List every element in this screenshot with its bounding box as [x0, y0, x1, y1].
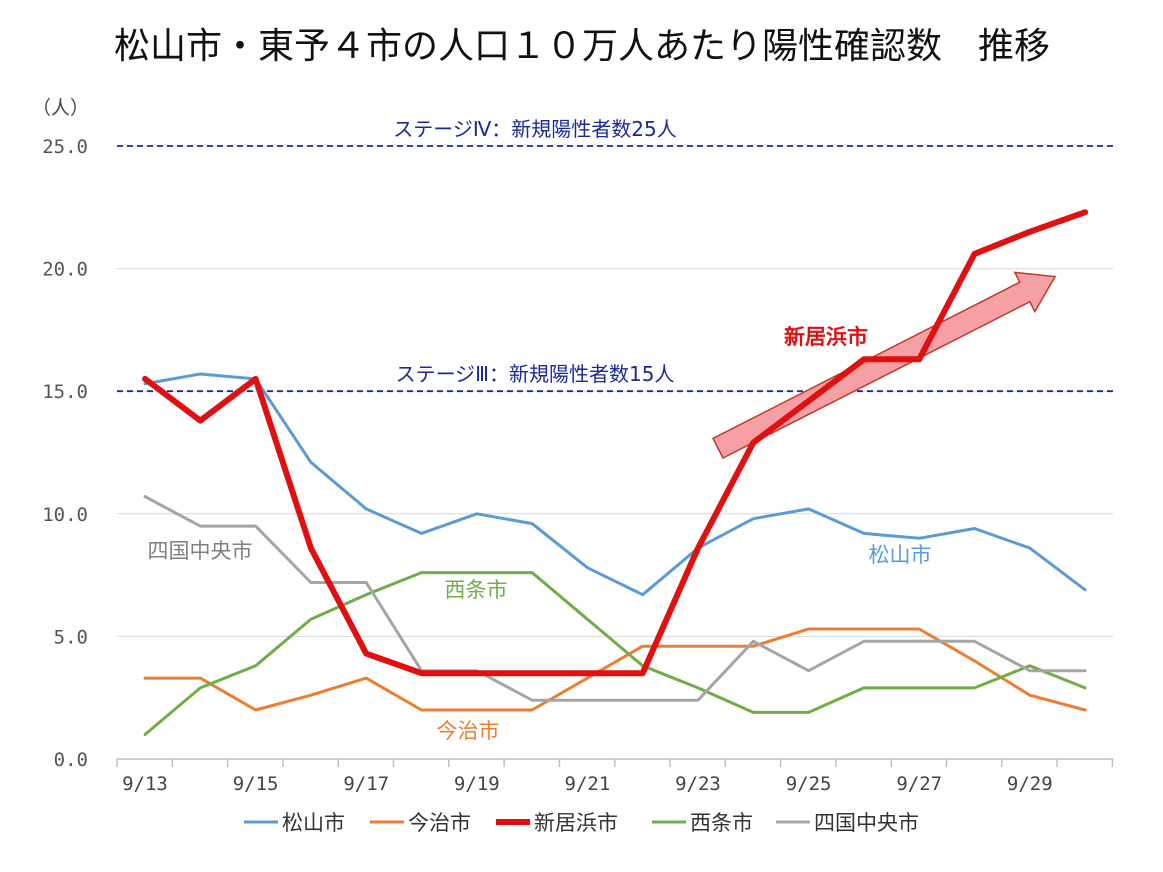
legend-label-4: 四国中央市 [814, 811, 919, 835]
series-line-3 [143, 571, 1087, 736]
legend: 松山市 今治市 新居浜市 西条市 四国中央市 [244, 811, 919, 835]
grid-layer [117, 145, 1113, 637]
series-label-4: 四国中央市 [148, 539, 253, 563]
x-tick-label: 9/19 [454, 773, 500, 795]
y-tick-label: 25.0 [42, 136, 88, 158]
x-tick-label: 9/13 [122, 773, 168, 795]
legend-label-1: 今治市 [408, 811, 471, 835]
reference-line-label: ステージⅣ：新規陽性者数25人 [393, 117, 677, 141]
x-tick-label: 9/15 [233, 773, 279, 795]
series-line-0 [143, 372, 1087, 597]
trend-arrow [711, 271, 1057, 460]
series-line-2 [142, 209, 1089, 677]
series-line-4 [143, 495, 1087, 702]
legend-label-0: 松山市 [282, 811, 345, 835]
y-tick-label: 0.0 [54, 749, 88, 771]
x-tick-label: 9/27 [896, 773, 942, 795]
series-label-2: 新居浜市 [784, 325, 868, 349]
series-label-0: 松山市 [869, 543, 932, 567]
series-label-1: 今治市 [437, 719, 500, 743]
x-tick-label: 9/21 [565, 773, 611, 795]
chart-title: 松山市・東予４市の人口１０万人あたり陽性確認数 推移 [114, 26, 1050, 67]
y-tick-label: 10.0 [42, 504, 88, 526]
legend-label-3: 西条市 [690, 811, 753, 835]
reference-line-label: ステージⅢ：新規陽性者数15人 [396, 362, 675, 386]
y-tick-label: 5.0 [54, 626, 88, 648]
series-line-1 [143, 627, 1087, 712]
y-unit-label: （人） [32, 97, 89, 119]
y-tick-label: 20.0 [42, 259, 88, 281]
trend-arrow-shape [711, 271, 1057, 460]
x-tick-label: 9/23 [675, 773, 721, 795]
series-label-3: 西条市 [445, 578, 508, 602]
y-tick-label: 15.0 [42, 381, 88, 403]
series-layer [142, 209, 1089, 736]
legend-label-2: 新居浜市 [534, 811, 618, 835]
x-tick-label: 9/29 [1007, 773, 1053, 795]
x-tick-label: 9/17 [343, 773, 389, 795]
x-tick-label: 9/25 [786, 773, 832, 795]
axis-layer: 0.0 5.0 10.0 15.0 20.0 25.0 9/13 9/15 9/17 9/19 9/… [42, 136, 1114, 795]
